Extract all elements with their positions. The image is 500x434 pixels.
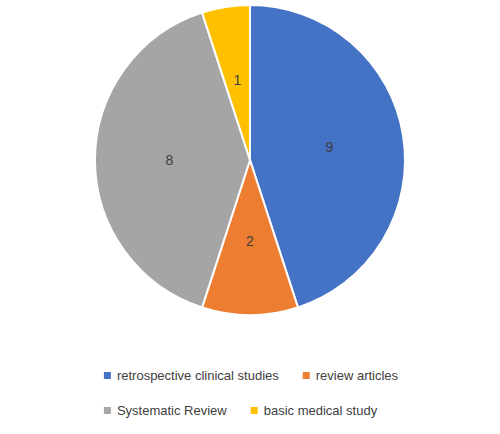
svg-text:2: 2 [246,233,254,249]
svg-text:8: 8 [166,152,174,168]
svg-text:Systematic Review: Systematic Review [117,403,227,418]
svg-text:9: 9 [326,139,334,155]
svg-text:1: 1 [234,72,242,88]
svg-text:retrospective clinical studies: retrospective clinical studies [117,368,279,383]
svg-text:basic medical study: basic medical study [264,403,378,418]
svg-text:review articles: review articles [316,368,399,383]
